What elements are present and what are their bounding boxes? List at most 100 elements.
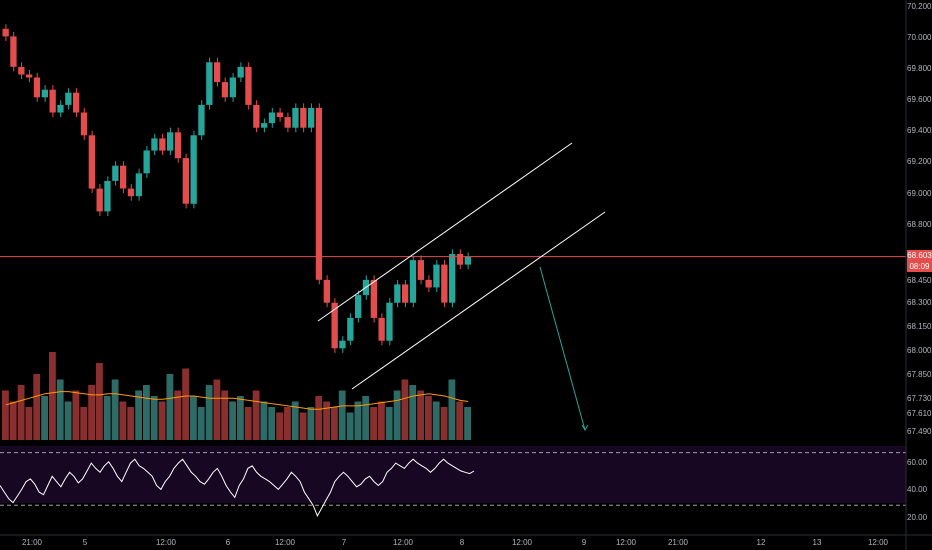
volume-bar [64,401,72,440]
candle-body [18,66,25,75]
candle-body [214,62,221,83]
countdown-tag: 08:09 [907,261,932,272]
volume-bar [56,379,64,440]
candle-body [308,107,315,128]
time-tick-label: 9 [582,538,587,547]
rsi-tick-label: 20.00 [907,513,928,522]
candle-body [456,254,464,265]
channel-upper-line [317,142,573,322]
candle-body [65,92,72,105]
candle-body [151,138,158,151]
candle-body [355,295,362,318]
volume-bar [464,407,471,440]
volume-bar [393,390,401,440]
candle-body [394,284,401,303]
time-axis[interactable]: 21:00 5 12:00 6 12:00 7 12:00 8 12:00 9 12:00 21:00… [0,534,932,547]
volume-bar [432,401,440,440]
candle-body [300,107,307,128]
candle-body [104,181,111,212]
volume-pane [2,352,471,440]
volume-bar [323,401,330,440]
time-tick-label: 12:00 [393,538,414,547]
volume-bar [299,412,307,440]
time-tick-label: 8 [460,538,465,547]
candle-body [378,317,385,341]
volume-bar [409,385,417,440]
volume-bar [150,396,158,440]
candle-body [237,66,244,78]
candle-body [96,188,103,212]
volume-bar [2,390,9,440]
price-tick-label: 68.000 [907,346,932,355]
volume-bar [25,407,33,440]
volume-bar [276,412,283,440]
candle-body [49,89,56,113]
rsi-tick-label: 40.00 [907,485,928,494]
volume-bar [182,368,189,440]
candle-body [2,28,9,37]
volume-bar [385,407,393,440]
price-tick-label: 69.200 [907,157,932,166]
candle-body [386,302,393,341]
candle-body [127,188,135,197]
candle-body [253,104,260,128]
volume-bar [338,390,346,440]
candle-body [73,92,80,113]
time-tick-label: 7 [342,538,347,547]
price-tick-label: 67.490 [907,427,932,436]
volume-bar [260,401,268,440]
candle-body [464,257,471,265]
volume-bar [346,412,354,440]
volume-bar [72,390,80,440]
time-tick-label: 12:00 [512,538,533,547]
price-axis[interactable]: 70.200 70.000 69.800 69.600 69.400 69.200 69.0… [905,0,932,550]
price-pane[interactable] [0,24,906,353]
rsi-pane [0,446,906,517]
volume-bar [174,390,182,440]
volume-bar [456,401,464,440]
volume-bar [158,401,166,440]
time-tick-label: 12:00 [275,538,296,547]
candle-body [276,112,283,118]
candle-body [315,107,323,280]
volume-bar [307,407,315,440]
candle-body [198,104,205,136]
candle-body [167,132,174,151]
candle-body [88,135,95,189]
volume-bar [143,385,150,440]
drawings-layer[interactable] [317,142,606,431]
candle-body [57,104,64,113]
price-tick-label: 69.800 [907,64,932,73]
price-tick-label: 68.300 [907,298,932,307]
candle-body [441,264,448,303]
volume-bar [119,401,127,440]
volume-bar [291,401,299,440]
volume-ma-line [5,391,469,410]
candle-body [10,36,17,67]
volume-bar [370,407,377,440]
time-tick-label: 21:00 [668,538,689,547]
volume-bar [229,401,236,440]
volume-bar [80,407,88,440]
time-tick-label: 12:00 [156,538,177,547]
volume-bar [103,396,111,440]
rsi-axis: 60.00 40.00 20.00 [907,458,928,522]
candle-body [190,135,197,204]
volume-bar [237,396,244,440]
candle-body [339,340,346,349]
volume-bar [331,407,338,440]
volume-bar [440,407,448,440]
candle-body [417,260,424,280]
candle-body [323,279,330,303]
price-tick-label: 68.800 [907,220,932,229]
time-tick-label: 12:00 [616,538,637,547]
volume-bar [354,401,362,440]
channel-lower-line [351,211,606,390]
volume-bar [33,374,41,440]
volume-bar [166,374,174,440]
volume-bar [315,396,323,440]
rsi-line [0,458,475,517]
price-tick-label: 68.450 [907,276,932,285]
volume-bar [190,396,197,440]
